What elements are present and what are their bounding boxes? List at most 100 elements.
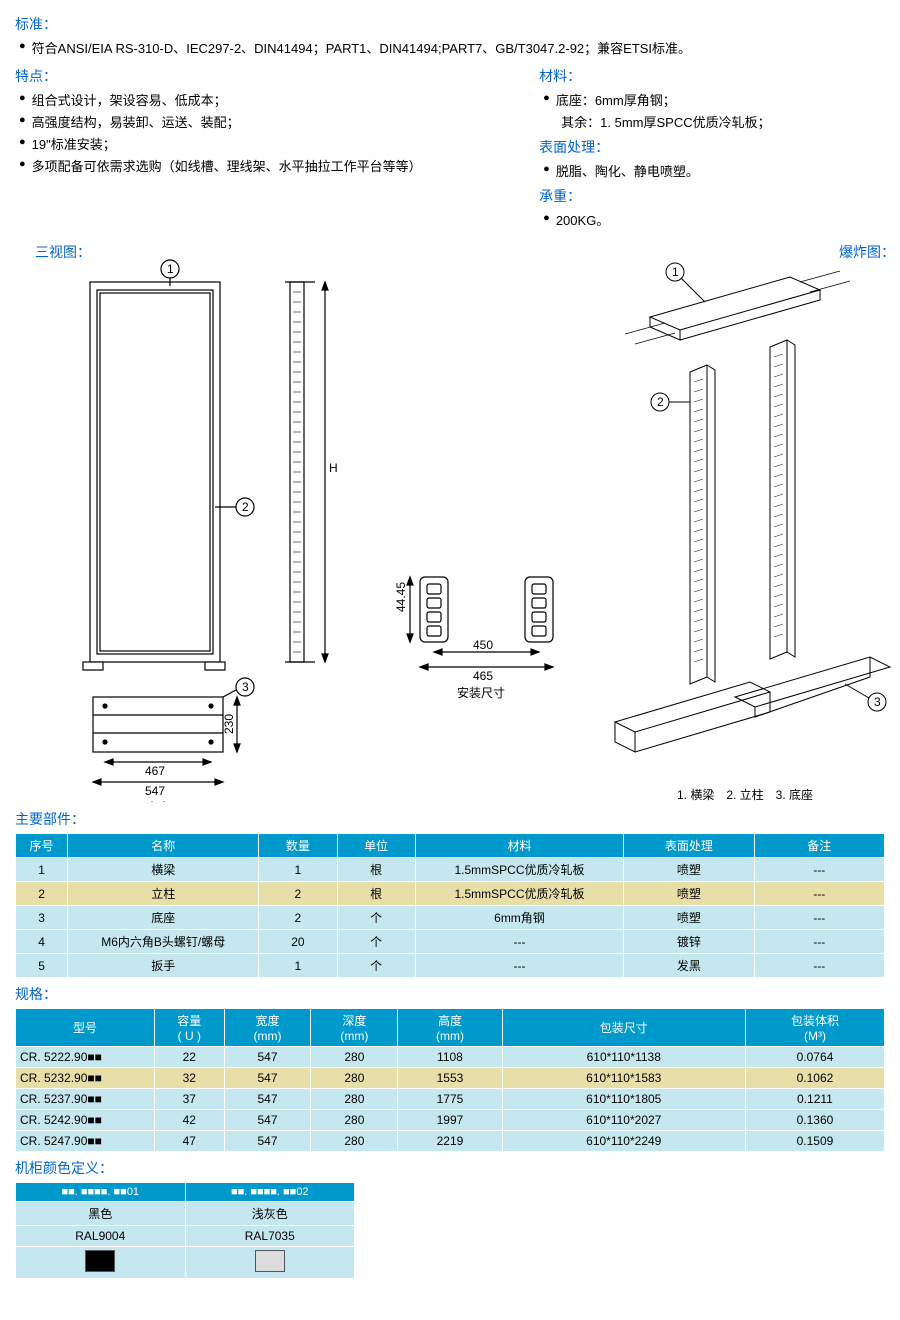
cell: 280 <box>311 1068 398 1089</box>
cell: 1.5mmSPCC优质冷轧板 <box>415 882 624 906</box>
specs-title: 规格： <box>15 984 885 1004</box>
table-row: CR. 5242.90■■425472801997610*110*20270.1… <box>16 1110 885 1131</box>
cell: 280 <box>311 1110 398 1131</box>
cell: 1.5mmSPCC优质冷轧板 <box>415 858 624 882</box>
load-line: 200KG。 <box>543 210 885 229</box>
cell: 喷塑 <box>624 906 754 930</box>
cell: CR. 5222.90■■ <box>16 1047 155 1068</box>
cell: --- <box>754 930 884 954</box>
th: 单位 <box>337 834 415 858</box>
parts-title: 主要部件： <box>15 809 885 829</box>
cell: 5 <box>16 954 68 978</box>
cell: 横梁 <box>68 858 259 882</box>
cell: 喷塑 <box>624 858 754 882</box>
cell: 2 <box>259 906 337 930</box>
cell: 610*110*1805 <box>502 1089 745 1110</box>
cell: 1997 <box>398 1110 502 1131</box>
svg-text:安装尺寸: 安装尺寸 <box>457 685 505 700</box>
cell: 280 <box>311 1131 398 1152</box>
svg-text:230: 230 <box>222 714 236 734</box>
feature-item: 多项配备可依需求选购（如线槽、理线架、水平抽拉工作平台等等） <box>19 156 499 175</box>
cell: 610*110*1583 <box>502 1068 745 1089</box>
cell: 610*110*2027 <box>502 1110 745 1131</box>
swatch-cell <box>185 1247 355 1279</box>
table-row: CR. 5237.90■■375472801775610*110*18050.1… <box>16 1089 885 1110</box>
exploded-svg: 1 2 3 <box>595 242 895 782</box>
specs-table: 型号容量( U )宽度(mm)深度(mm)高度(mm)包装尺寸包装体积(M³) … <box>15 1008 885 1152</box>
svg-text:44.45: 44.45 <box>394 582 408 612</box>
features-section: 特点： 组合式设计，架设容易、低成本； 高强度结构，易装卸、运送、装配； 19"… <box>15 60 499 232</box>
standard-title: 标准： <box>15 14 885 34</box>
cell: 20 <box>259 930 337 954</box>
cell: --- <box>415 930 624 954</box>
surface-line: 脱脂、陶化、静电喷塑。 <box>543 161 885 180</box>
cell: 1 <box>259 858 337 882</box>
cell: 0.1360 <box>745 1110 884 1131</box>
color-name: 浅灰色 <box>185 1202 355 1226</box>
th: 深度(mm) <box>311 1009 398 1047</box>
views-title: 三视图： <box>35 242 91 262</box>
svg-text:1: 1 <box>167 262 174 276</box>
exploded-legend: 1. 横梁 2. 立柱 3. 底座 <box>595 786 895 803</box>
svg-text:2: 2 <box>242 500 249 514</box>
svg-text:2: 2 <box>657 395 664 409</box>
th: 型号 <box>16 1009 155 1047</box>
th: 容量( U ) <box>155 1009 225 1047</box>
svg-text:467: 467 <box>145 764 165 778</box>
cell: CR. 5237.90■■ <box>16 1089 155 1110</box>
cell: 根 <box>337 882 415 906</box>
color-ral: RAL7035 <box>185 1226 355 1247</box>
cell: 2 <box>16 882 68 906</box>
cell: 3 <box>16 906 68 930</box>
th: 包装体积(M³) <box>745 1009 884 1047</box>
th: 数量 <box>259 834 337 858</box>
color-code: ■■. ■■■■. ■■02 <box>185 1183 355 1202</box>
svg-text:465: 465 <box>473 669 493 683</box>
cell: 个 <box>337 954 415 978</box>
cell: 1775 <box>398 1089 502 1110</box>
cell: --- <box>754 882 884 906</box>
cell: --- <box>754 954 884 978</box>
th: 包装尺寸 <box>502 1009 745 1047</box>
cell: 个 <box>337 906 415 930</box>
cell: --- <box>415 954 624 978</box>
gray-swatch <box>255 1250 285 1272</box>
th: 材料 <box>415 834 624 858</box>
cell: 47 <box>155 1131 225 1152</box>
color-ral: RAL9004 <box>16 1226 186 1247</box>
cell: 1 <box>16 858 68 882</box>
three-view-drawing: 三视图： 1 2 <box>15 242 575 803</box>
svg-text:A-A: A-A <box>148 799 168 802</box>
cell: 4 <box>16 930 68 954</box>
cell: CR. 5247.90■■ <box>16 1131 155 1152</box>
cell: 42 <box>155 1110 225 1131</box>
material-line2: 其余：1. 5mm厚SPCC优质冷轧板； <box>561 112 885 131</box>
cell: 1 <box>259 954 337 978</box>
right-sections: 材料： 底座：6mm厚角钢； 其余：1. 5mm厚SPCC优质冷轧板； 表面处理… <box>539 60 885 232</box>
table-row: CR. 5232.90■■325472801553610*110*15830.1… <box>16 1068 885 1089</box>
load-title: 承重： <box>539 186 885 206</box>
th: 备注 <box>754 834 884 858</box>
table-row: 1横梁1根1.5mmSPCC优质冷轧板喷塑--- <box>16 858 885 882</box>
cell: 1553 <box>398 1068 502 1089</box>
cell: 0.1211 <box>745 1089 884 1110</box>
color-code: ■■. ■■■■. ■■01 <box>16 1183 186 1202</box>
svg-text:3: 3 <box>874 695 881 709</box>
cell: CR. 5242.90■■ <box>16 1110 155 1131</box>
table-row: 5扳手1个---发黑--- <box>16 954 885 978</box>
table-row: 4M6内六角B头螺钉/螺母20个---镀锌--- <box>16 930 885 954</box>
cell: 547 <box>224 1131 311 1152</box>
table-row: 2立柱2根1.5mmSPCC优质冷轧板喷塑--- <box>16 882 885 906</box>
cell: 610*110*1138 <box>502 1047 745 1068</box>
th: 表面处理 <box>624 834 754 858</box>
cell: 发黑 <box>624 954 754 978</box>
cell: 547 <box>224 1068 311 1089</box>
svg-text:450: 450 <box>473 638 493 652</box>
cell: 280 <box>311 1089 398 1110</box>
cell: 37 <box>155 1089 225 1110</box>
th: 名称 <box>68 834 259 858</box>
top-grid: 特点： 组合式设计，架设容易、低成本； 高强度结构，易装卸、运送、装配； 19"… <box>15 60 885 232</box>
cell: 镀锌 <box>624 930 754 954</box>
svg-text:547: 547 <box>145 784 165 798</box>
cell: 547 <box>224 1047 311 1068</box>
